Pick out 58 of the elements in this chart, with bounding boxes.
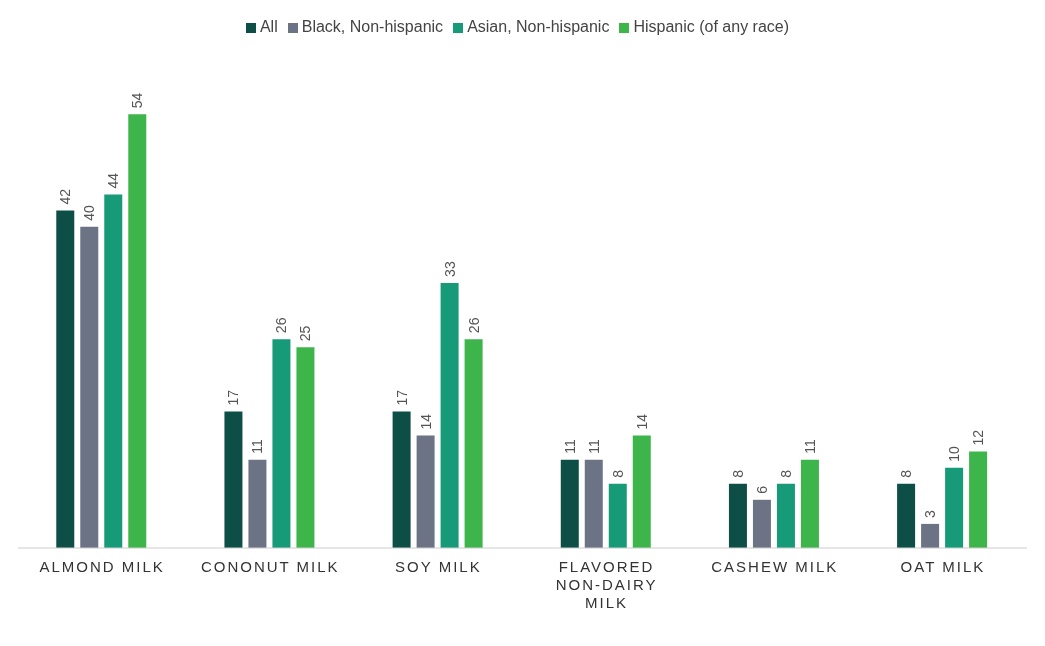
bar (296, 347, 315, 548)
bar (752, 499, 771, 548)
x-tick-label: FLAVORED NON-DAIRY MILK (555, 558, 658, 611)
x-tick-label: OAT MILK (900, 558, 986, 575)
legend-label: All (259, 18, 278, 35)
data-label: 26 (273, 317, 290, 334)
bar (80, 226, 99, 548)
bar (632, 435, 651, 548)
data-label: 6 (753, 485, 770, 494)
bar (416, 435, 435, 548)
bar (272, 339, 291, 548)
bar (248, 459, 267, 548)
data-label: 26 (465, 317, 482, 334)
data-label: 11 (801, 438, 818, 454)
bar (921, 523, 940, 548)
bar (128, 114, 147, 548)
data-label: 8 (729, 469, 746, 478)
data-label: 8 (898, 469, 915, 478)
data-label: 11 (249, 438, 266, 454)
data-label: 14 (417, 413, 434, 430)
bar (945, 467, 964, 548)
bar (584, 459, 603, 548)
data-label: 40 (81, 204, 98, 221)
legend-label: Black, Non-hispanic (301, 18, 444, 35)
legend-label: Asian, Non-hispanic (467, 18, 610, 35)
x-tick-label: CONONUT MILK (200, 558, 340, 575)
bar (224, 411, 243, 548)
bar (440, 282, 459, 548)
data-label: 8 (609, 469, 626, 478)
bar (464, 339, 483, 548)
data-label: 17 (393, 389, 410, 406)
data-label: 11 (585, 438, 602, 454)
bar (104, 194, 123, 548)
bar (560, 459, 579, 548)
data-label: 44 (105, 172, 122, 189)
bar (776, 483, 795, 548)
data-label: 12 (970, 429, 987, 446)
data-label: 11 (561, 438, 578, 454)
bar (608, 483, 627, 548)
bar (800, 459, 819, 548)
legend-label: Hispanic (of any race) (633, 18, 790, 35)
x-tick-label: ALMOND MILK (39, 558, 165, 575)
data-label: 17 (225, 389, 242, 406)
x-tick-label: SOY MILK (395, 558, 482, 575)
data-label: 54 (129, 92, 146, 109)
data-label: 8 (777, 469, 794, 478)
data-label: 10 (946, 445, 963, 462)
data-label: 25 (297, 325, 314, 342)
bar (56, 210, 75, 548)
bar (728, 483, 747, 548)
x-tick-label: CASHEW MILK (711, 558, 839, 575)
data-label: 3 (922, 509, 939, 518)
data-label: 33 (441, 261, 458, 277)
bar (969, 451, 988, 548)
bar (897, 483, 916, 548)
data-label: 14 (633, 413, 650, 430)
bar (392, 411, 411, 548)
data-label: 42 (57, 188, 74, 205)
